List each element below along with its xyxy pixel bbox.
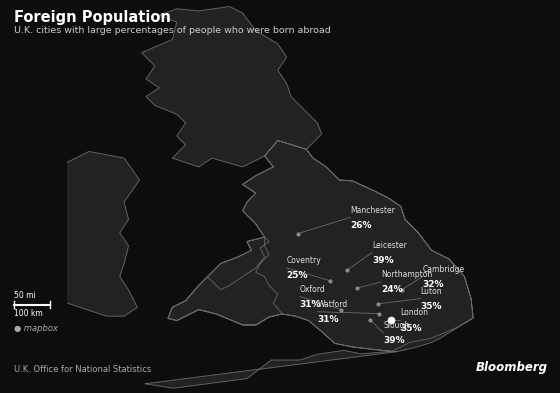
Text: Watford: Watford [318, 300, 348, 309]
Text: Manchester: Manchester [350, 206, 395, 215]
Polygon shape [0, 151, 139, 321]
Text: Northampton: Northampton [381, 270, 432, 279]
Text: 31%: 31% [318, 315, 339, 324]
Text: U.K. Office for National Statistics: U.K. Office for National Statistics [14, 365, 151, 374]
Text: Luton: Luton [421, 287, 442, 296]
Text: 24%: 24% [381, 285, 403, 294]
Text: 39%: 39% [383, 336, 405, 345]
Text: 25%: 25% [287, 272, 308, 280]
Text: 35%: 35% [400, 323, 421, 332]
Text: 26%: 26% [350, 221, 372, 230]
Text: 32%: 32% [423, 280, 444, 289]
Polygon shape [145, 141, 473, 388]
Text: Oxford: Oxford [300, 285, 325, 294]
Text: London: London [400, 309, 428, 318]
Text: 50 mi: 50 mi [14, 291, 36, 300]
Text: 35%: 35% [421, 302, 442, 311]
Polygon shape [142, 7, 321, 167]
Text: 100 km: 100 km [14, 309, 43, 318]
Text: Leicester: Leicester [372, 241, 407, 250]
Text: 39%: 39% [372, 256, 394, 265]
Text: U.K. cities with large percentages of people who were born abroad: U.K. cities with large percentages of pe… [14, 26, 331, 35]
Text: ● mapbox: ● mapbox [14, 324, 58, 333]
Text: Coventry: Coventry [287, 256, 321, 265]
Text: Slough: Slough [383, 321, 409, 330]
Text: Bloomberg: Bloomberg [475, 361, 548, 374]
Text: Cambridge: Cambridge [423, 265, 465, 274]
Polygon shape [168, 237, 282, 325]
Text: Foreign Population: Foreign Population [14, 10, 171, 25]
Text: 31%: 31% [300, 300, 321, 309]
